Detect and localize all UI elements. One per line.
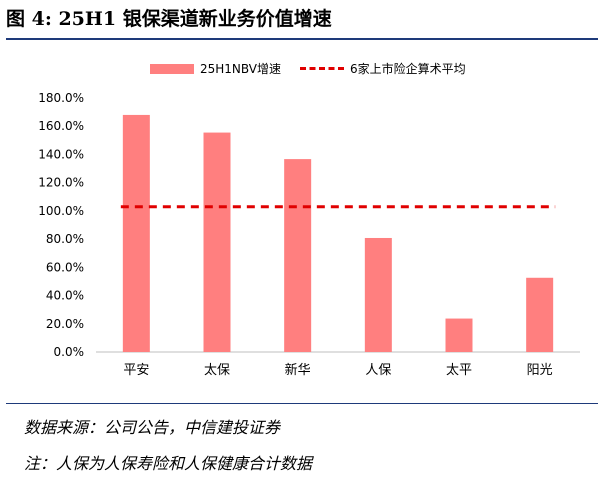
bar [364,237,392,352]
bar [445,318,473,352]
x-tick-label: 人保 [365,363,391,378]
y-tick-label: 60.0% [46,260,84,274]
x-tick-label: 太保 [204,363,230,378]
y-tick-label: 120.0% [38,176,84,190]
legend-label-bar: 25H1NBV增速 [200,62,281,76]
bar [526,277,554,352]
bar [203,132,231,352]
bar [122,114,150,352]
source-note: 数据来源：公司公告，中信建投证券 [24,418,281,437]
y-tick-label: 160.0% [38,119,84,133]
y-tick-label: 40.0% [46,289,84,303]
legend-label-line: 6家上市险企算术平均 [350,62,466,76]
y-tick-label: 0.0% [54,345,85,359]
x-tick-label: 太平 [446,363,472,378]
chart-legend: 25H1NBV增速 6家上市险企算术平均 [0,60,604,80]
footer-rule [6,403,598,404]
y-tick-label: 20.0% [46,317,84,331]
y-tick-label: 180.0% [38,91,84,105]
x-tick-label: 平安 [123,363,149,378]
x-tick-label: 新华 [285,362,311,378]
x-tick-label: 阳光 [527,363,553,378]
bar [284,159,312,352]
y-tick-label: 140.0% [38,147,84,161]
legend-swatch-bar [150,63,194,74]
legend-item-bar: 25H1NBV增速 [150,60,281,77]
legend-item-line: 6家上市险企算术平均 [300,60,466,77]
bar-chart: 0.0% 20.0% 40.0% 60.0% 80.0% 100.0% 120.0% 140.… [38,91,580,378]
y-tick-label: 80.0% [46,232,84,246]
legend-swatch-line [300,67,344,70]
figure-title: 图 4: 25H1 银保渠道新业务价值增速 [6,8,332,30]
y-tick-label: 100.0% [38,204,84,218]
footnote: 注：人保为人保寿险和人保健康合计数据 [24,454,313,473]
title-rule [6,38,598,40]
